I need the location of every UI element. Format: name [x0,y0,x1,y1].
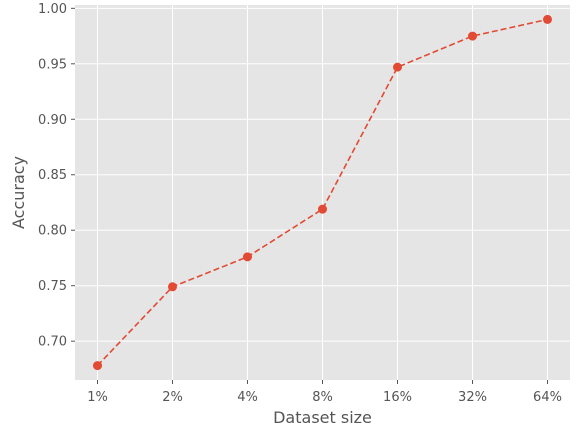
data-point [318,204,327,214]
data-point [468,31,477,41]
y-tick-label: 0.70 [38,335,67,350]
x-tick-label: 8% [312,390,333,405]
x-tick-label: 16% [383,390,412,405]
y-tick-label: 0.75 [38,279,67,294]
data-point [543,14,552,24]
grid-lines [75,5,570,380]
y-tick-label: 0.80 [38,224,67,239]
data-point [243,252,252,262]
y-tick-label: 0.85 [38,168,67,183]
y-axis-title: Accuracy [9,156,28,229]
x-tick-label: 1% [87,390,108,405]
y-tick-label: 0.95 [38,57,67,72]
y-tick-label: 0.90 [38,113,67,128]
axis-ticks: 1% 2% 4% 8% 16% 32% 64% 0.70 0.75 0.80 0.85 0.90 0.9… [38,2,562,405]
y-tick-label: 1.00 [38,2,67,17]
data-point [168,282,177,292]
series-accuracy [93,14,552,371]
x-tick-label: 4% [237,390,258,405]
x-tick-label: 2% [162,390,183,405]
x-tick-label: 64% [533,390,562,405]
x-tick-label: 32% [458,390,487,405]
x-axis-title: Dataset size [273,408,372,427]
data-point [393,62,402,72]
data-point [93,361,102,371]
